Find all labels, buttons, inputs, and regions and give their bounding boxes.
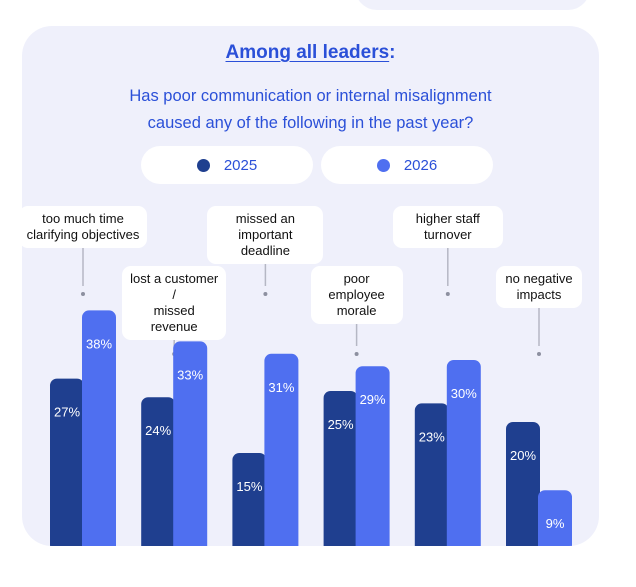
bar-2025 xyxy=(506,422,540,546)
category-label: missed an important deadline xyxy=(207,206,324,264)
category-label-line: clarifying objectives xyxy=(26,227,140,242)
bar-value-label: 20% xyxy=(510,448,536,463)
bar-value-label: 24% xyxy=(145,423,171,438)
bar-2026 xyxy=(82,310,116,546)
heading-suffix: : xyxy=(389,42,396,63)
legend-item-2025: 2025 xyxy=(141,146,313,184)
connector-dot xyxy=(537,352,541,356)
chart-heading: Among all leaders: xyxy=(22,42,599,64)
category-label-line: missed revenue xyxy=(150,303,198,334)
question-line: caused any of the following in the past … xyxy=(147,114,474,132)
legend-dot-2026 xyxy=(376,158,390,172)
connector-dot xyxy=(445,292,450,296)
category-label: lost a customer / missed revenue xyxy=(122,266,227,340)
bar-value-label: 9% xyxy=(546,516,565,531)
category-label-line: morale xyxy=(336,303,377,318)
legend-label-2026: 2026 xyxy=(403,156,438,174)
bar-value-label: 29% xyxy=(360,392,386,407)
connector-dot xyxy=(81,292,85,296)
top-tab-decoration xyxy=(355,0,590,10)
chart-card: Among all leaders: Has poor communicatio… xyxy=(22,26,599,546)
category-label: too much time clarifying objectives xyxy=(22,206,147,248)
bar-2025 xyxy=(141,397,176,546)
category-label-line: higher staff xyxy=(415,211,480,226)
bar-2026 xyxy=(538,490,572,546)
survey-question: Has poor communication or internal misal… xyxy=(82,83,539,137)
category-label-line: too much time xyxy=(42,211,124,226)
category-label-line: poor employee xyxy=(328,271,385,302)
category-label-line: lost a customer / xyxy=(130,271,219,302)
bar-2026 xyxy=(446,360,481,546)
category-label-line: important deadline xyxy=(238,227,293,258)
bar-value-label: 15% xyxy=(236,479,262,494)
bar-value-label: 31% xyxy=(268,380,294,395)
bar-2026 xyxy=(355,366,390,546)
connector-dot xyxy=(263,292,268,296)
heading-highlight: Among all leaders xyxy=(225,42,390,63)
bar-2025 xyxy=(414,403,449,546)
connector-dot xyxy=(354,352,359,356)
question-line: Has poor communication or internal misal… xyxy=(129,87,492,105)
bar-chart: 27% 38% 24% 33% 15% 31% 25% 29% 23% 30% 20% 9% xyxy=(50,248,572,546)
category-label: no negative impacts xyxy=(496,266,582,308)
category-label-line: turnover xyxy=(423,227,472,242)
legend-item-2026: 2026 xyxy=(321,146,493,184)
bar-2026 xyxy=(264,353,299,546)
bar-value-label: 33% xyxy=(177,367,203,382)
legend-dot-2025 xyxy=(196,158,210,172)
category-label: higher staff turnover xyxy=(392,206,503,248)
bar-2026 xyxy=(173,341,208,546)
bar-2025 xyxy=(323,391,358,546)
bar-value-label: 38% xyxy=(86,336,112,351)
bar-value-label: 30% xyxy=(451,386,477,401)
bar-2025 xyxy=(232,453,267,546)
bar-value-label: 27% xyxy=(54,405,80,420)
bar-2025 xyxy=(50,378,84,546)
category-label-line: no negative xyxy=(505,271,573,286)
category-label-line: impacts xyxy=(516,287,562,302)
bar-value-label: 23% xyxy=(419,429,445,444)
bar-value-label: 25% xyxy=(328,417,354,432)
category-label-line: missed an xyxy=(235,211,296,226)
legend-label-2025: 2025 xyxy=(223,156,258,174)
category-label: poor employee morale xyxy=(310,266,403,324)
